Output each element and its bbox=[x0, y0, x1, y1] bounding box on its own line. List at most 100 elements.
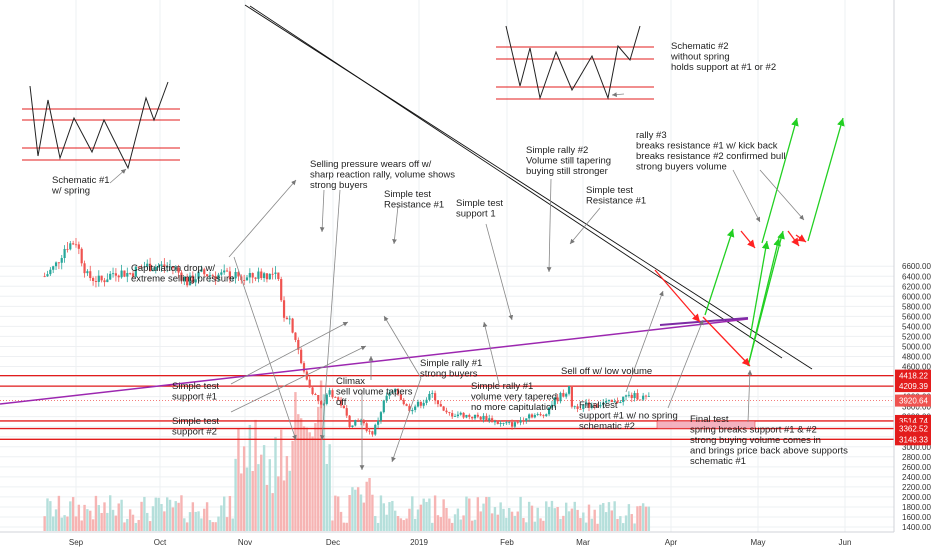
volume-bar bbox=[382, 503, 385, 531]
candle-body bbox=[414, 406, 417, 410]
candle-body bbox=[72, 243, 75, 245]
trendline-lower bbox=[249, 5, 783, 359]
volume-bar bbox=[473, 519, 477, 531]
annotation-schematic-1: Schematic #1 w/ spring bbox=[51, 175, 110, 197]
volume-bar bbox=[562, 515, 565, 531]
candle-body bbox=[479, 416, 482, 420]
candle-body bbox=[220, 272, 223, 275]
candle-body bbox=[585, 402, 588, 405]
volume-bar bbox=[205, 502, 209, 531]
volume-bar bbox=[376, 522, 380, 531]
volume-bar bbox=[442, 499, 445, 531]
candle-body bbox=[126, 272, 129, 277]
volume-bar bbox=[54, 509, 58, 531]
volume-bar bbox=[317, 406, 320, 531]
volume-bar bbox=[402, 520, 405, 531]
candle-body bbox=[168, 266, 172, 268]
annotation-line: Simple test bbox=[172, 416, 219, 427]
volume-bar bbox=[103, 502, 106, 531]
volume-bar bbox=[137, 519, 140, 531]
volume-bar bbox=[228, 495, 232, 531]
candle-body bbox=[194, 279, 197, 283]
candle-body bbox=[468, 414, 471, 417]
volume-bar bbox=[547, 506, 551, 531]
candle-body bbox=[388, 392, 391, 396]
candle-body bbox=[180, 272, 183, 281]
candle-body bbox=[331, 390, 334, 398]
annotation-line: extreme selling pressure bbox=[131, 274, 235, 285]
volume-bar bbox=[120, 499, 123, 531]
volume-bar bbox=[71, 497, 75, 531]
candle-body bbox=[456, 414, 459, 417]
volume-bar bbox=[530, 505, 534, 531]
candle-body bbox=[234, 271, 237, 279]
candle-body bbox=[402, 399, 405, 405]
volume-bar bbox=[214, 522, 217, 531]
candle-body bbox=[186, 277, 189, 286]
candle-body bbox=[74, 244, 78, 246]
volume-bar bbox=[80, 520, 83, 531]
volume-bar bbox=[516, 511, 519, 531]
volume-bar bbox=[234, 458, 237, 531]
callout-arrow bbox=[625, 290, 664, 393]
candle-body bbox=[570, 385, 573, 407]
candle-body bbox=[439, 404, 442, 407]
candle-body bbox=[610, 399, 613, 403]
volume-bar bbox=[602, 503, 605, 531]
volume-bar bbox=[194, 511, 197, 531]
volume-bar bbox=[334, 495, 337, 531]
candle-body bbox=[191, 275, 194, 283]
candle-body bbox=[160, 264, 163, 266]
volume-bar bbox=[254, 419, 257, 531]
volume-bar bbox=[525, 522, 528, 531]
volume-bar bbox=[621, 523, 625, 531]
volume-bar bbox=[416, 509, 420, 531]
candle-body bbox=[342, 405, 345, 409]
annotation-line: Selling pressure wears off w/ bbox=[310, 159, 432, 170]
trendline-purple bbox=[0, 318, 749, 405]
annotation-line: without spring bbox=[670, 52, 730, 63]
volume-bar bbox=[168, 499, 172, 531]
callout-arrow bbox=[747, 369, 753, 423]
candle-body bbox=[465, 414, 468, 418]
volume-bar bbox=[448, 518, 451, 531]
volume-bar bbox=[356, 487, 360, 531]
y-tick-label: 5000.00 bbox=[902, 342, 931, 351]
candle-body bbox=[228, 271, 231, 280]
x-tick-label: Nov bbox=[238, 538, 252, 547]
volume-bar bbox=[522, 518, 525, 531]
volume-bar bbox=[60, 517, 63, 531]
volume-bar bbox=[140, 501, 143, 531]
volume-bar bbox=[354, 489, 357, 531]
candle-body bbox=[593, 405, 596, 407]
callout-arrow bbox=[391, 377, 422, 463]
candle-body bbox=[396, 388, 400, 395]
candle-body bbox=[183, 277, 186, 281]
volume-bar bbox=[348, 495, 351, 531]
candle-body bbox=[565, 393, 568, 397]
candle-body bbox=[49, 269, 52, 275]
annotation-line: Simple test bbox=[586, 185, 633, 196]
volume-bar bbox=[633, 523, 636, 531]
y-tick-label: 6400.00 bbox=[902, 272, 931, 281]
volume-bar bbox=[639, 505, 642, 531]
projection-arrow-green bbox=[807, 117, 845, 242]
volume-bar bbox=[359, 494, 363, 531]
candle-body bbox=[619, 402, 622, 404]
candle-body bbox=[43, 276, 46, 278]
y-tick-label: 3000.00 bbox=[902, 443, 931, 452]
volume-bar bbox=[248, 424, 252, 531]
candle-body bbox=[337, 397, 340, 400]
callout-arrow bbox=[319, 189, 341, 441]
volume-bar bbox=[262, 445, 266, 531]
annotation-line: buying still stronger bbox=[526, 166, 608, 177]
volume-bar bbox=[282, 480, 286, 531]
volume-bar bbox=[567, 511, 571, 531]
candle-body bbox=[513, 422, 516, 427]
drawings bbox=[0, 4, 845, 470]
candle-body bbox=[200, 269, 203, 272]
volume-bar bbox=[556, 507, 559, 531]
volume-bar bbox=[570, 508, 574, 531]
candle-body bbox=[573, 406, 576, 408]
candle-body bbox=[624, 395, 628, 397]
